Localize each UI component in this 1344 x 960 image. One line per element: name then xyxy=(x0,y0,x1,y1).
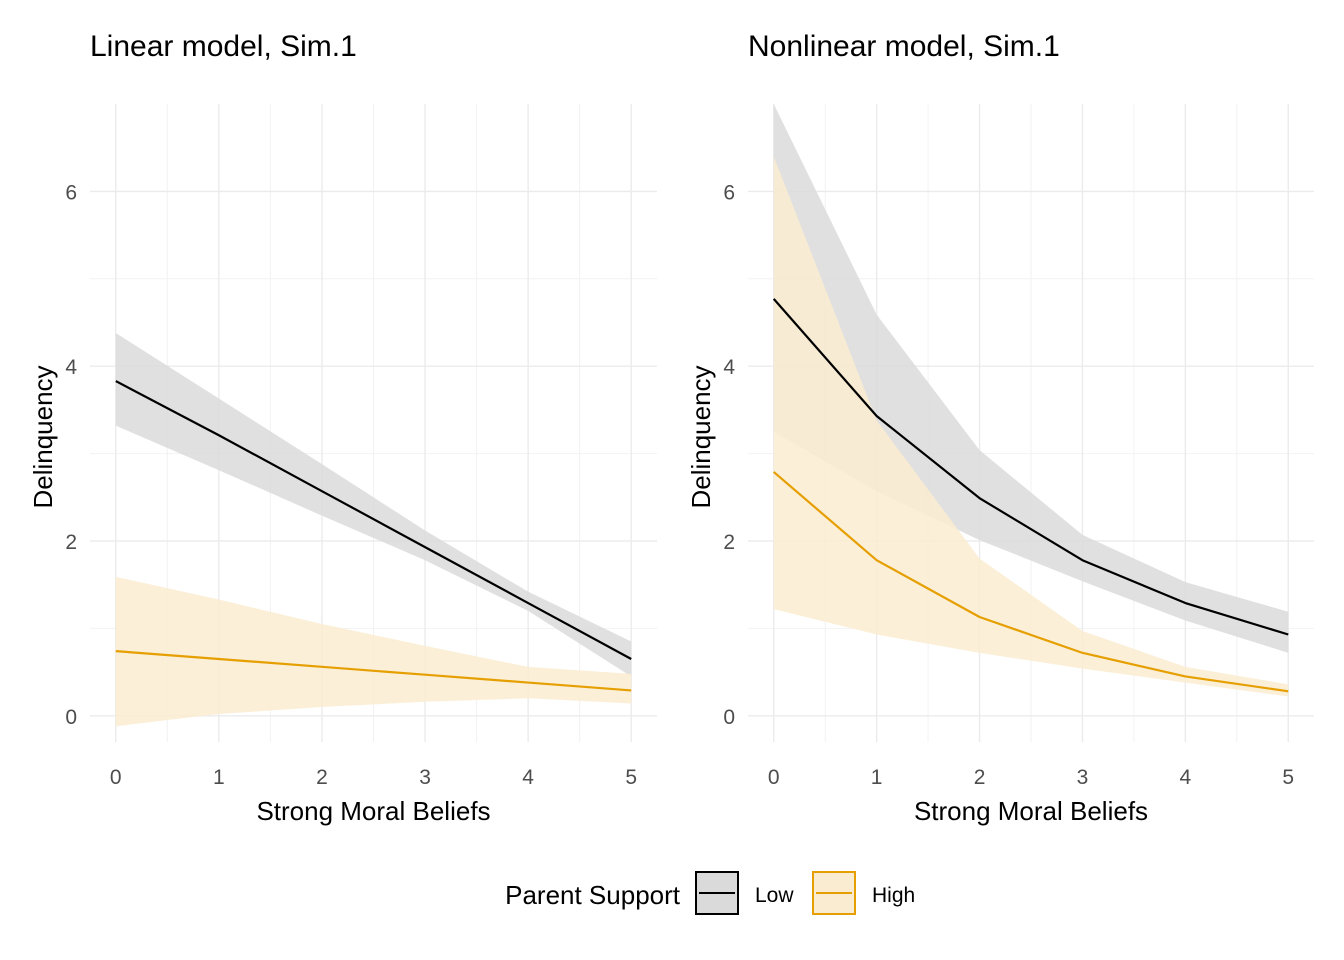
confidence-band-low xyxy=(115,332,632,677)
legend-label-high: High xyxy=(872,884,915,907)
x-tick-label: 2 xyxy=(316,766,328,789)
x-axis-title: Strong Moral Beliefs xyxy=(256,796,490,826)
x-tick-label: 4 xyxy=(522,766,534,789)
x-tick-label: 0 xyxy=(768,766,780,789)
y-tick-label: 2 xyxy=(65,531,77,554)
series-line-low xyxy=(772,298,1289,636)
y-tick-label: 4 xyxy=(723,356,735,379)
y-axis-title: Delinquency xyxy=(686,365,716,508)
legend-key-low xyxy=(695,871,739,915)
y-tick-label: 2 xyxy=(723,531,735,554)
panel-title: Nonlinear model, Sim.1 xyxy=(748,30,1060,63)
x-tick-label: 4 xyxy=(1180,766,1192,789)
legend-title: Parent Support xyxy=(505,880,681,910)
confidence-band-low xyxy=(773,104,1289,653)
y-tick-label: 4 xyxy=(65,356,77,379)
chart-panels: 0 1 2 3 4 5 0 2 4 6 Linear model, Sim.1 Strong Mora… xyxy=(28,30,1314,826)
x-tick-label: 1 xyxy=(213,766,225,789)
x-tick-label: 0 xyxy=(110,766,122,789)
series-line-high xyxy=(115,650,632,692)
x-axis-title: Strong Moral Beliefs xyxy=(914,796,1148,826)
y-tick-label: 0 xyxy=(723,706,735,729)
series-line-high xyxy=(773,471,1289,693)
x-tick-label: 1 xyxy=(871,766,883,789)
x-tick-label: 3 xyxy=(1077,766,1089,789)
y-axis-title: Delinquency xyxy=(28,365,58,508)
confidence-band-high xyxy=(773,156,1289,697)
legend: Parent Support Low High xyxy=(505,871,915,915)
legend-key-high xyxy=(812,871,856,915)
x-tick-label: 5 xyxy=(625,766,637,789)
y-tick-label: 6 xyxy=(723,181,735,204)
legend-label-low: Low xyxy=(755,884,794,907)
panel-title: Linear model, Sim.1 xyxy=(90,30,357,63)
confidence-band-high xyxy=(115,576,632,727)
x-tick-label: 5 xyxy=(1282,766,1294,789)
chart-panel-2: 0 1 2 3 4 5 0 2 4 6 Nonlinear model, Sim.1 Strong M… xyxy=(686,30,1314,826)
chart-panel-1: 0 1 2 3 4 5 0 2 4 6 Linear model, Sim.1 Strong Mora… xyxy=(28,30,657,826)
x-tick-label: 3 xyxy=(419,766,431,789)
y-tick-label: 0 xyxy=(65,706,77,729)
y-tick-label: 6 xyxy=(65,181,77,204)
x-tick-label: 2 xyxy=(974,766,986,789)
series-line-low xyxy=(115,380,632,660)
